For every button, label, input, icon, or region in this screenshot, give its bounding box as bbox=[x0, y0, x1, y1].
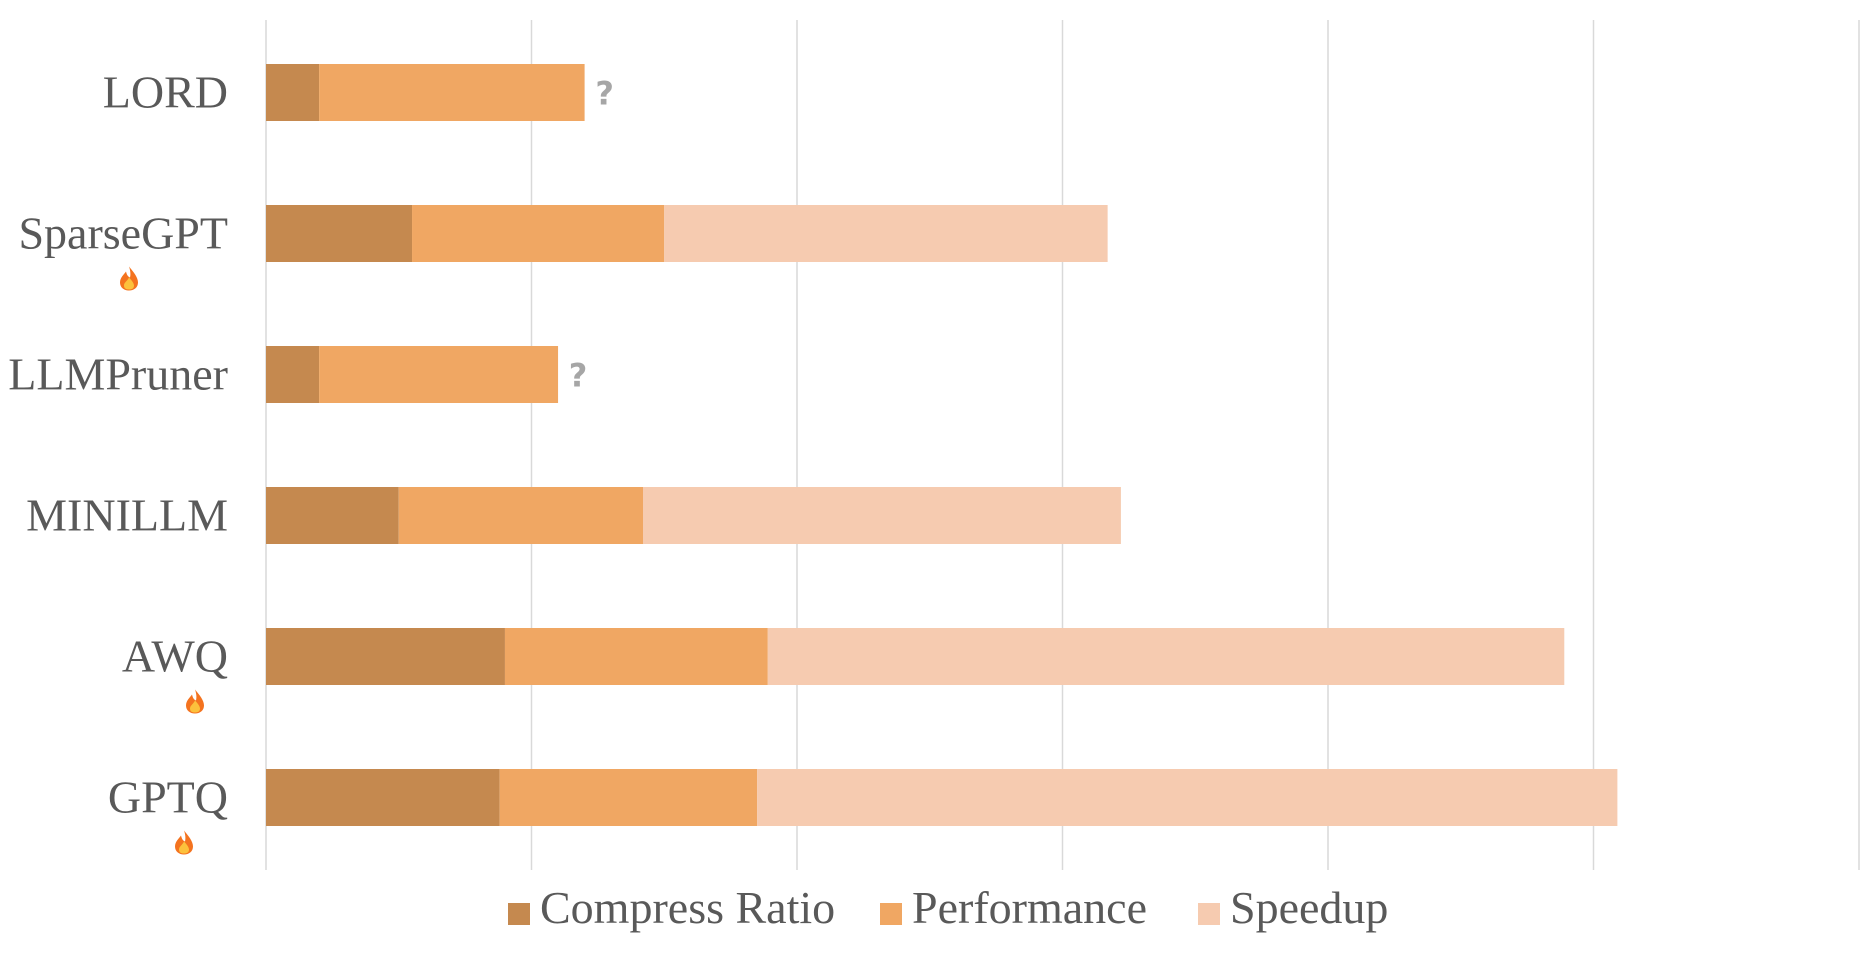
category-label-llmpruner: LLMPruner bbox=[8, 349, 228, 400]
bar-lord-compress-ratio bbox=[266, 64, 320, 121]
bar-lord-performance bbox=[319, 64, 585, 121]
fire-icon bbox=[186, 689, 204, 714]
legend-swatch-compress-ratio bbox=[508, 903, 530, 925]
bar-gptq-speedup bbox=[757, 769, 1618, 826]
bar-sparsegpt-compress-ratio bbox=[266, 205, 413, 262]
legend-label-compress-ratio: Compress Ratio bbox=[540, 882, 835, 933]
category-labels: LORD SparseGPT LLMPruner MINILLM AWQ GPTQ bbox=[8, 67, 228, 855]
question-mark-llmpruner: ? bbox=[569, 357, 588, 395]
bars bbox=[266, 64, 1618, 826]
category-label-gptq: GPTQ bbox=[108, 772, 228, 823]
fire-icon bbox=[120, 266, 138, 291]
bar-sparsegpt-speedup bbox=[664, 205, 1108, 262]
legend-swatch-speedup bbox=[1198, 903, 1220, 925]
bar-llmpruner-compress-ratio bbox=[266, 346, 320, 403]
bar-llmpruner-performance bbox=[319, 346, 559, 403]
bar-awq-compress-ratio bbox=[266, 628, 505, 685]
legend-label-performance: Performance bbox=[912, 882, 1147, 933]
bar-gptq-compress-ratio bbox=[266, 769, 500, 826]
bar-minillm-speedup bbox=[643, 487, 1121, 544]
category-label-awq: AWQ bbox=[122, 631, 228, 682]
annotations: ?? bbox=[569, 75, 614, 395]
bar-minillm-performance bbox=[398, 487, 644, 544]
bar-gptq-performance bbox=[499, 769, 758, 826]
category-label-minillm: MINILLM bbox=[26, 490, 228, 541]
category-label-lord: LORD bbox=[103, 67, 228, 118]
fire-icon bbox=[175, 830, 193, 855]
legend-swatch-performance bbox=[880, 903, 902, 925]
legend: Compress Ratio Performance Speedup bbox=[508, 882, 1388, 933]
bar-awq-speedup bbox=[767, 628, 1565, 685]
question-mark-lord: ? bbox=[595, 75, 614, 113]
legend-label-speedup: Speedup bbox=[1230, 882, 1388, 933]
gridlines bbox=[265, 20, 1860, 870]
bar-sparsegpt-performance bbox=[412, 205, 665, 262]
bar-minillm-compress-ratio bbox=[266, 487, 399, 544]
category-label-sparsegpt: SparseGPT bbox=[18, 208, 228, 259]
bar-awq-performance bbox=[504, 628, 768, 685]
